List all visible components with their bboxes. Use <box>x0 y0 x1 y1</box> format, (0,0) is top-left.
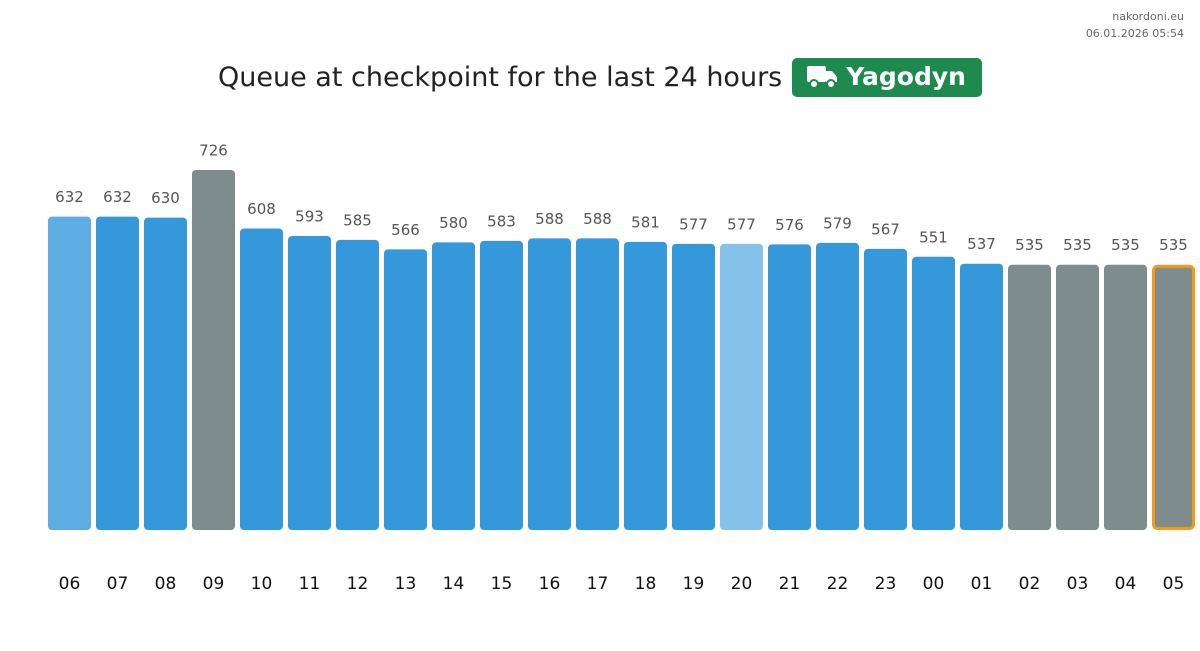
value-label: 537 <box>967 235 996 253</box>
x-tick-label: 21 <box>779 574 801 594</box>
bar <box>288 235 331 530</box>
x-tick-label: 09 <box>203 574 225 594</box>
chart-title: Queue at checkpoint for the last 24 hour… <box>218 62 783 93</box>
bar <box>384 249 427 530</box>
bar <box>480 240 523 530</box>
bar <box>1104 264 1147 530</box>
bar <box>1008 264 1051 530</box>
bar <box>768 244 811 530</box>
x-tick-label: 12 <box>347 574 369 594</box>
x-tick-label: 22 <box>827 574 849 594</box>
value-label: 608 <box>247 200 276 218</box>
x-tick-label: 01 <box>971 574 993 594</box>
bar <box>960 263 1003 530</box>
x-tick-label: 18 <box>635 574 657 594</box>
value-label: 630 <box>151 189 180 207</box>
value-label: 535 <box>1015 236 1044 254</box>
bar <box>192 170 235 530</box>
bar <box>48 216 91 530</box>
bar <box>576 238 619 530</box>
value-label: 567 <box>871 220 900 238</box>
x-tick-label: 19 <box>683 574 705 594</box>
bar <box>1056 264 1099 530</box>
value-label: 583 <box>487 212 516 230</box>
value-label: 576 <box>775 216 804 234</box>
bar <box>816 242 859 530</box>
x-tick-label: 20 <box>731 574 753 594</box>
checkpoint-badge: Yagodyn <box>792 58 982 97</box>
value-label: 585 <box>343 211 372 229</box>
x-tick-label: 04 <box>1115 574 1137 594</box>
x-tick-label: 02 <box>1019 574 1041 594</box>
checkpoint-name: Yagodyn <box>846 62 966 91</box>
bar <box>144 217 187 530</box>
x-tick-label: 16 <box>539 574 561 594</box>
header: Queue at checkpoint for the last 24 hour… <box>0 58 1200 97</box>
value-label: 566 <box>391 221 420 239</box>
value-label: 632 <box>103 188 132 206</box>
value-label: 551 <box>919 228 948 246</box>
site-name: nakordoni.eu <box>1112 10 1184 23</box>
value-label: 580 <box>439 214 468 232</box>
x-tick-label: 03 <box>1067 574 1089 594</box>
x-tick-label: 15 <box>491 574 513 594</box>
x-tick-label: 07 <box>107 574 129 594</box>
x-tick-label: 05 <box>1163 574 1185 594</box>
x-tick-label: 13 <box>395 574 417 594</box>
value-label: 535 <box>1063 236 1092 254</box>
bar <box>864 248 907 531</box>
value-label: 726 <box>199 142 228 160</box>
value-label: 579 <box>823 214 852 232</box>
bar <box>672 243 715 531</box>
truck-icon <box>807 65 838 89</box>
x-tick-label: 23 <box>875 574 897 594</box>
bar <box>912 256 955 530</box>
x-tick-label: 17 <box>587 574 609 594</box>
bar <box>1152 264 1195 530</box>
x-tick-label: 08 <box>155 574 177 594</box>
bar <box>432 242 475 530</box>
bar <box>336 239 379 530</box>
value-label: 535 <box>1159 236 1188 254</box>
value-label: 581 <box>631 213 660 231</box>
value-label: 535 <box>1111 236 1140 254</box>
x-tick-label: 10 <box>251 574 273 594</box>
value-label: 577 <box>679 215 708 233</box>
bar <box>624 241 667 531</box>
bar <box>528 238 571 530</box>
value-label: 632 <box>55 188 84 206</box>
x-tick-label: 06 <box>59 574 81 594</box>
value-label: 593 <box>295 207 324 225</box>
value-label: 588 <box>583 210 612 228</box>
timestamp: 06.01.2026 05:54 <box>1085 27 1184 40</box>
x-tick-label: 14 <box>443 574 465 594</box>
bar <box>96 216 139 530</box>
x-tick-label: 00 <box>923 574 945 594</box>
value-label: 588 <box>535 210 564 228</box>
bar <box>720 243 763 531</box>
x-tick-label: 11 <box>299 574 321 594</box>
value-label: 577 <box>727 215 756 233</box>
bar <box>240 228 283 530</box>
